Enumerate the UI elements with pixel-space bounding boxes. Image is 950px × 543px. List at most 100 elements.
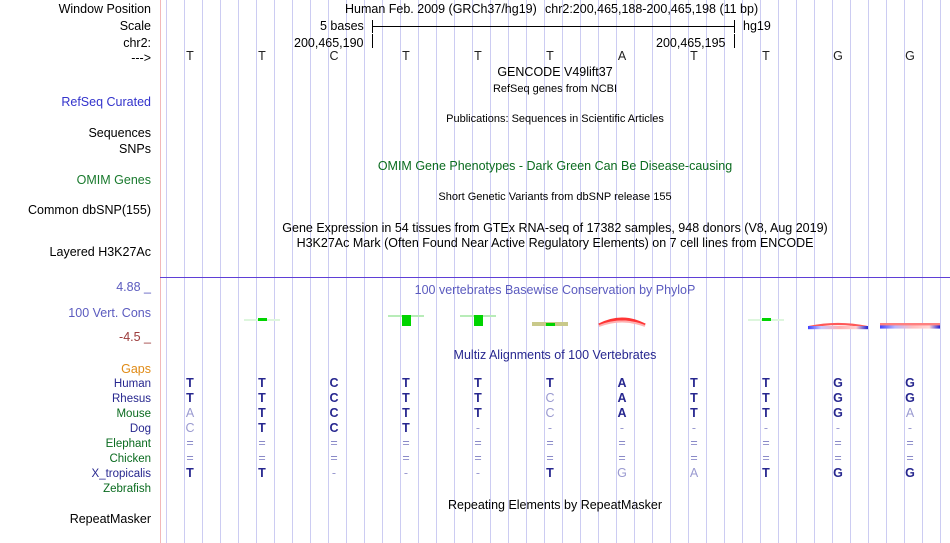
alignment-base: T xyxy=(402,391,410,405)
conservation-chart[interactable] xyxy=(160,305,950,350)
alignment-base: G xyxy=(833,406,843,420)
gridline xyxy=(184,0,185,543)
label-chrom: chr2: xyxy=(123,36,151,50)
gridline xyxy=(418,0,419,543)
label-snps[interactable]: SNPs xyxy=(119,142,151,156)
base-ruler-letter: T xyxy=(546,49,554,63)
gridline xyxy=(454,0,455,543)
track-title-phylop: 100 vertebrates Basewise Conservation by… xyxy=(414,283,696,297)
alignment-base: = xyxy=(258,451,266,465)
alignment-base: = xyxy=(330,436,338,450)
label-sequences[interactable]: Sequences xyxy=(88,126,151,140)
track-title-multiz: Multiz Alignments of 100 Vertebrates xyxy=(453,348,657,362)
gridline xyxy=(292,0,293,543)
gridline xyxy=(364,0,365,543)
label-refseq-curated[interactable]: RefSeq Curated xyxy=(61,95,151,109)
scale-tick-left xyxy=(372,20,373,33)
gridline xyxy=(688,0,689,543)
panel-left-edge xyxy=(160,0,161,543)
alignment-base: - xyxy=(907,421,913,435)
label-repeatmasker[interactable]: RepeatMasker xyxy=(69,512,151,526)
label-species-human[interactable]: Human xyxy=(113,378,151,390)
alignment-base: G xyxy=(905,466,915,480)
label-species-dog[interactable]: Dog xyxy=(129,423,151,435)
cons-gradient-11 xyxy=(880,317,940,329)
label-common-dbsnp[interactable]: Common dbSNP(155) xyxy=(28,203,151,217)
alignment-base: T xyxy=(474,391,482,405)
scale-text: 5 bases xyxy=(320,19,364,33)
label-species-rhesus[interactable]: Rhesus xyxy=(112,393,151,405)
gridline xyxy=(472,0,473,543)
alignment-base: T xyxy=(402,376,410,390)
label-omim-genes[interactable]: OMIM Genes xyxy=(76,173,151,187)
label-cons-track[interactable]: 100 Vert. Cons xyxy=(68,306,151,320)
assembly-short: hg19 xyxy=(743,19,771,33)
label-species-chicken[interactable]: Chicken xyxy=(109,453,151,465)
alignment-base: = xyxy=(618,436,626,450)
alignment-base: T xyxy=(258,376,266,390)
scale-bar xyxy=(372,26,734,27)
cons-bar-2 xyxy=(258,318,267,321)
gridline xyxy=(490,0,491,543)
alignment-base: T xyxy=(474,376,482,390)
coord-tick-left xyxy=(372,34,373,48)
gridline xyxy=(904,0,905,543)
cons-gradient-10 xyxy=(808,317,868,330)
track-data-panel[interactable]: Human Feb. 2009 (GRCh37/hg19) chr2:200,4… xyxy=(160,0,950,543)
base-ruler-letter: G xyxy=(905,49,915,63)
gridline xyxy=(382,0,383,543)
alignment-base: T xyxy=(690,391,698,405)
label-species-mouse[interactable]: Mouse xyxy=(116,408,151,420)
alignment-base: - xyxy=(403,466,409,480)
alignment-base: T xyxy=(258,421,266,435)
alignment-base: T xyxy=(546,466,554,480)
gridline xyxy=(166,0,167,543)
alignment-base: T xyxy=(258,466,266,480)
label-gaps[interactable]: Gaps xyxy=(121,362,151,376)
label-species-x-tropicalis[interactable]: X_tropicalis xyxy=(91,468,151,480)
gridline xyxy=(796,0,797,543)
gridline xyxy=(436,0,437,543)
gridline xyxy=(706,0,707,543)
gridline xyxy=(814,0,815,543)
alignment-base: T xyxy=(762,406,770,420)
alignment-base: G xyxy=(833,376,843,390)
alignment-base: T xyxy=(402,406,410,420)
alignment-base: = xyxy=(402,451,410,465)
track-title-dbsnp: Short Genetic Variants from dbSNP releas… xyxy=(438,191,672,203)
alignment-base: T xyxy=(258,391,266,405)
alignment-base: C xyxy=(545,391,555,405)
alignment-base: C xyxy=(329,391,339,405)
alignment-row-elephant[interactable]: = = = = = = = = = = = xyxy=(160,436,950,450)
alignment-base: A xyxy=(617,406,627,420)
gridline xyxy=(400,0,401,543)
alignment-base: = xyxy=(618,451,626,465)
alignment-base: T xyxy=(690,406,698,420)
alignment-base: G xyxy=(905,376,915,390)
alignment-base: T xyxy=(258,406,266,420)
base-ruler-letter: G xyxy=(833,49,843,63)
coord-right: 200,465,195 xyxy=(656,36,726,50)
alignment-base: = xyxy=(474,451,482,465)
gridline xyxy=(652,0,653,543)
label-species-elephant[interactable]: Elephant xyxy=(105,438,151,450)
label-layered-h3k27ac[interactable]: Layered H3K27Ac xyxy=(49,245,151,259)
cons-bar-4 xyxy=(402,315,411,326)
alignment-base: T xyxy=(762,391,770,405)
gridline xyxy=(346,0,347,543)
alignment-row-chicken[interactable]: = = = = = = = = = = = xyxy=(160,451,950,465)
coord-tick-right xyxy=(734,34,735,48)
alignment-base: G xyxy=(833,466,843,480)
gridline xyxy=(868,0,869,543)
label-species-zebrafish[interactable]: Zebrafish xyxy=(103,483,151,495)
base-ruler-letter: T xyxy=(474,49,482,63)
gridline xyxy=(310,0,311,543)
alignment-row-zebrafish[interactable] xyxy=(160,482,950,494)
